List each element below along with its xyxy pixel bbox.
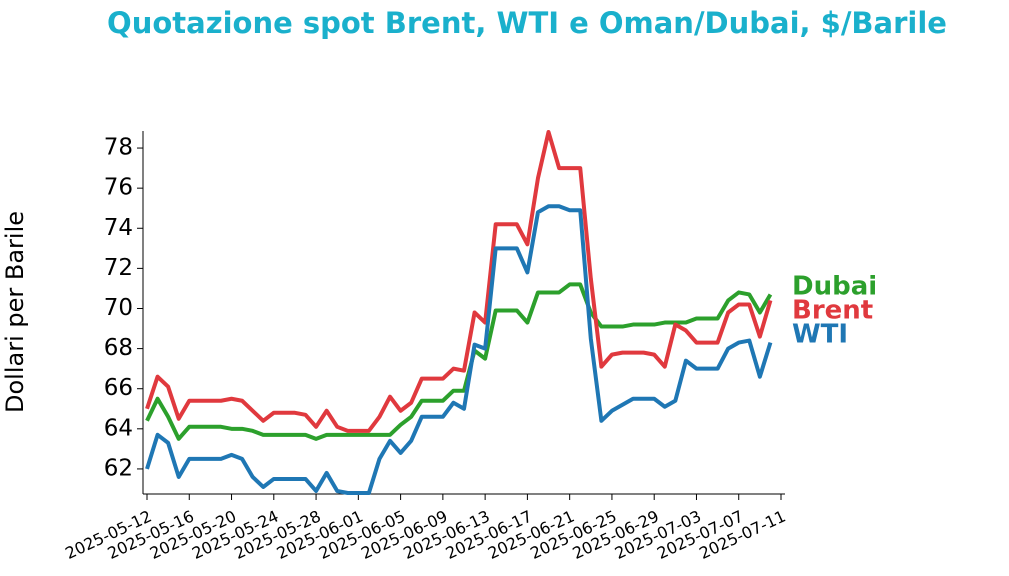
y-axis-label: Dollari per Barile — [1, 211, 29, 413]
y-tick-label: 64 — [104, 415, 133, 441]
y-tick-label: 68 — [104, 335, 133, 361]
y-tick-label: 78 — [104, 135, 133, 161]
y-tick-label: 70 — [104, 295, 133, 321]
y-tick-label: 76 — [104, 175, 133, 201]
chart-title: Quotazione spot Brent, WTI e Oman/Dubai,… — [107, 6, 947, 40]
legend-label: Brent — [792, 295, 873, 325]
y-tick-label: 66 — [104, 375, 133, 401]
y-tick-label: 74 — [104, 215, 133, 241]
series-line — [145, 130, 773, 433]
legend-label: Dubai — [792, 271, 877, 301]
series-line — [145, 282, 773, 441]
series-line — [145, 204, 773, 495]
legend-label: WTI — [792, 320, 848, 350]
y-tick-label: 62 — [104, 455, 133, 481]
y-tick-label: 72 — [104, 255, 133, 281]
